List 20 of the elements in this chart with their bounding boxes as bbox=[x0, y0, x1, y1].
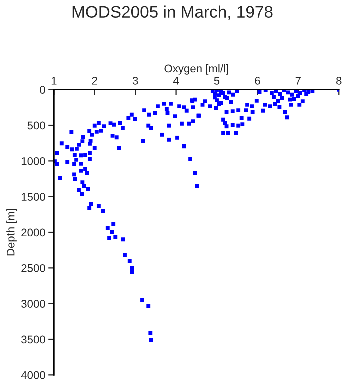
x-axis-title: Oxygen [ml/l] bbox=[164, 64, 228, 75]
x-tick-label: 6 bbox=[255, 77, 260, 85]
x-tick-label: 1 bbox=[52, 77, 57, 85]
x-tick-label: 3 bbox=[132, 77, 138, 85]
x-tick-label: 4 bbox=[173, 77, 180, 85]
x-tick-label: 8 bbox=[336, 77, 342, 85]
chart-title: MODS2005 in March, 1978 bbox=[72, 6, 273, 20]
x-tick-label: 2 bbox=[92, 77, 98, 85]
x-tick-label: 5 bbox=[214, 77, 220, 85]
y-tick-label: 3000 bbox=[22, 300, 46, 308]
y-tick-label: 500 bbox=[28, 122, 46, 130]
y-tick-label: 1500 bbox=[22, 193, 46, 201]
y-tick-label: 4000 bbox=[21, 371, 46, 380]
y-tick-label: 3500 bbox=[22, 336, 46, 344]
y-tick-label: 2000 bbox=[22, 228, 46, 237]
y-tick-label: 1000 bbox=[22, 157, 46, 166]
x-tick-label: 7 bbox=[296, 77, 301, 85]
y-tick-label: 0 bbox=[40, 86, 46, 94]
y-tick-label: 2500 bbox=[22, 264, 46, 272]
y-axis-title: Depth [m] bbox=[6, 209, 17, 256]
